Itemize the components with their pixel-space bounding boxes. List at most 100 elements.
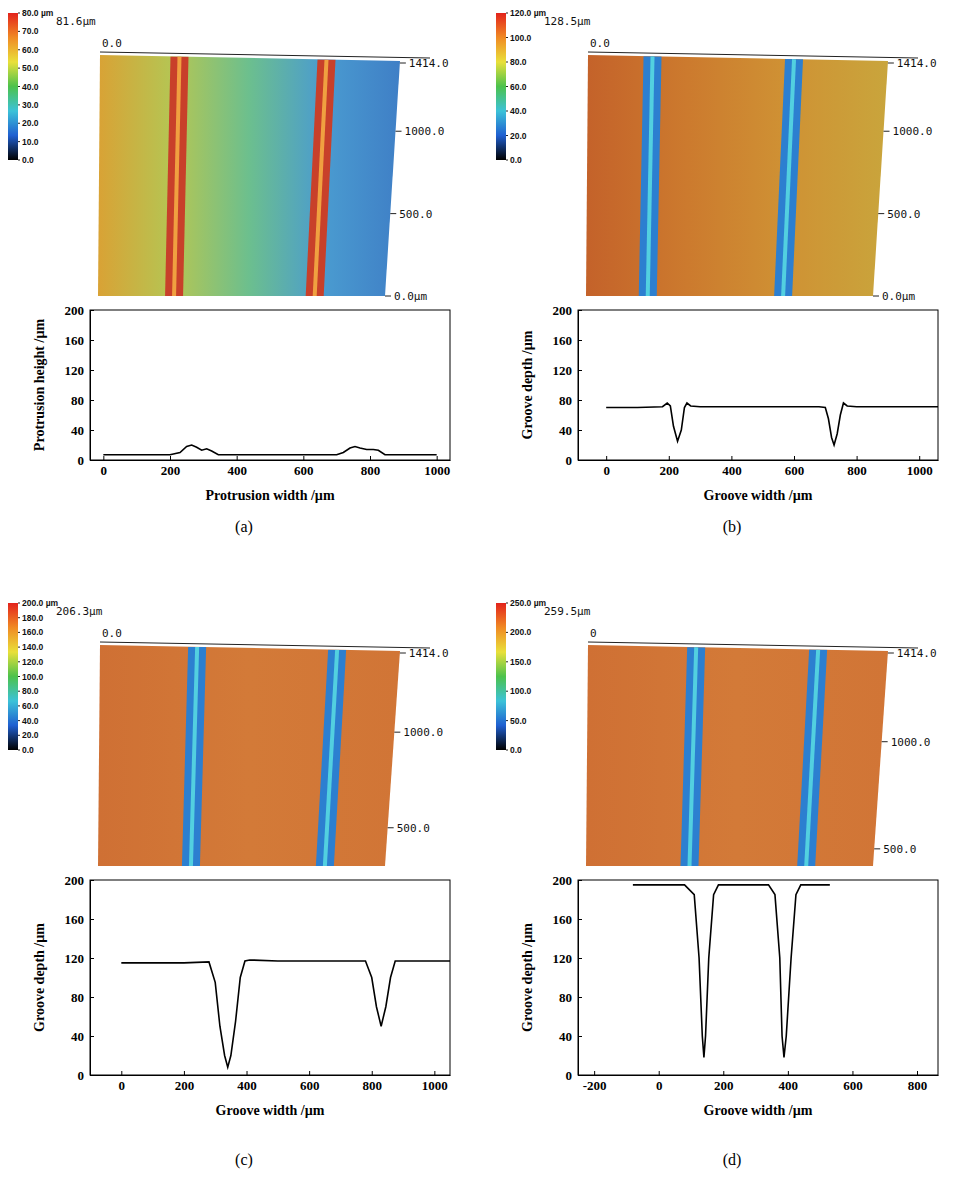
surface-axis-line <box>100 642 430 648</box>
colorbar-tick-label: 30.0 <box>22 100 39 110</box>
tick: 400 <box>779 1071 799 1093</box>
tick: 80 <box>71 393 94 408</box>
surface-tick-label: 1414.0 <box>409 57 449 70</box>
surface-axis-line <box>588 642 918 648</box>
colorbar-tick-label: 150.0 <box>510 657 532 667</box>
surface-max-label: 206.3µm <box>56 605 103 618</box>
tick: 40 <box>559 423 582 438</box>
surface-tick-label: 1414.0 <box>897 57 937 70</box>
tick: 400 <box>722 456 742 478</box>
surface-feature-core <box>690 647 697 866</box>
plot-background <box>578 880 938 1075</box>
colorbar-tick-label: 20.0 <box>510 131 527 141</box>
tick-label: 800 <box>361 463 381 478</box>
tick-label: 400 <box>722 463 742 478</box>
tick-mark <box>659 1071 660 1075</box>
colorbar-tick-label: 100.0 <box>510 33 532 43</box>
tick-mark <box>852 1071 853 1075</box>
tick-label: 200 <box>65 303 85 318</box>
surface <box>586 645 888 866</box>
colorbar-tick-label: 60.0 <box>22 701 39 711</box>
tick-mark <box>857 456 858 460</box>
surface-axis-line <box>100 52 430 58</box>
tick-label: 40 <box>71 1029 84 1044</box>
colorbar-tick-label: 100.0 <box>22 672 44 682</box>
colorbar-tick <box>18 104 20 105</box>
colorbar <box>8 13 18 160</box>
tick: 1000 <box>424 456 450 478</box>
tick-label: 200 <box>553 303 573 318</box>
tick-mark <box>578 400 582 401</box>
colorbar-tick <box>506 691 508 692</box>
tick-mark <box>103 456 104 460</box>
surface-features <box>639 56 803 296</box>
colorbar-tick <box>506 135 508 136</box>
tick-label: 160 <box>65 912 85 927</box>
colorbar-tick-label: 20.0 <box>22 118 39 128</box>
x-axis-title: Protrusion width /µm <box>205 488 334 503</box>
tick-label: 200 <box>161 463 181 478</box>
tick: 1000 <box>422 1071 448 1093</box>
surface <box>98 645 400 866</box>
surface-feature-core <box>648 56 653 296</box>
tick-label: 120 <box>65 363 85 378</box>
colorbar-tick <box>506 720 508 721</box>
surface-origin-label: 0.0 <box>102 627 122 640</box>
colorbar-tick-label: 10.0 <box>22 137 39 147</box>
tick-mark <box>578 370 582 371</box>
tick-label: 40 <box>71 423 84 438</box>
tick-label: 0 <box>656 1078 663 1093</box>
plot-frame <box>578 880 938 1075</box>
axis: -2000200400600800 <box>579 1071 939 1093</box>
colorbar-tick-label: 180.0 <box>22 613 44 623</box>
panel: 1414.01000.0500.00.0µm80.0 µm70.060.050.… <box>8 8 451 536</box>
surface-tick <box>888 653 894 654</box>
surface-tick-label: 1000.0 <box>403 726 443 739</box>
surface-feature-core <box>315 60 327 296</box>
surface-tick-label: 500.0 <box>883 843 916 856</box>
surface-origin-label: 0.0 <box>102 37 122 50</box>
tick-label: 600 <box>843 1078 863 1093</box>
tick: 0 <box>603 456 610 478</box>
tick-mark <box>434 1071 435 1075</box>
surface-tick-label: 500.0 <box>397 822 430 835</box>
tick-mark <box>788 1071 789 1075</box>
colorbar-tick <box>18 603 20 604</box>
tick: 800 <box>908 1071 928 1093</box>
tick-label: 1000 <box>424 463 450 478</box>
colorbar-tick-label: 50.0 <box>510 716 527 726</box>
tick: 800 <box>362 1071 382 1093</box>
panel-label: (a) <box>235 518 253 536</box>
tick-label: 800 <box>908 1078 928 1093</box>
tick-label: 200 <box>65 873 85 888</box>
surface-feature <box>681 647 706 866</box>
y-axis-title: Protrusion height /µm <box>32 319 47 452</box>
tick: -200 <box>583 1071 607 1093</box>
surface-tick <box>882 741 888 742</box>
tick-label: 40 <box>559 423 572 438</box>
tick: 80 <box>71 990 94 1005</box>
tick-mark <box>90 997 94 998</box>
colorbar-tick <box>18 705 20 706</box>
colorbar-tick-label: 120.0 <box>22 657 44 667</box>
colorbar-tick-label: 80.0 <box>22 686 39 696</box>
plot-background <box>90 310 450 460</box>
tick-mark <box>919 456 920 460</box>
surface-max-label: 259.5µm <box>544 605 591 618</box>
panel: 1414.01000.0500.00.0µm120.0 µm100.080.06… <box>496 8 939 536</box>
tick-label: 0 <box>78 1068 85 1083</box>
plot-marks <box>606 403 938 445</box>
panel: 1414.01000.0500.0250.0 µm200.0150.0100.0… <box>496 598 939 1169</box>
surface-tick <box>396 131 402 132</box>
tick-label: 600 <box>294 463 314 478</box>
tick-mark <box>731 456 732 460</box>
tick: 800 <box>847 456 867 478</box>
tick-label: 600 <box>785 463 805 478</box>
axis: 02004006008001000 <box>579 456 939 478</box>
tick-label: 160 <box>553 333 573 348</box>
tick-mark <box>578 1036 582 1037</box>
tick-mark <box>90 430 94 431</box>
tick-mark <box>578 919 582 920</box>
profile-line <box>606 403 938 445</box>
surface-tick <box>884 131 890 132</box>
